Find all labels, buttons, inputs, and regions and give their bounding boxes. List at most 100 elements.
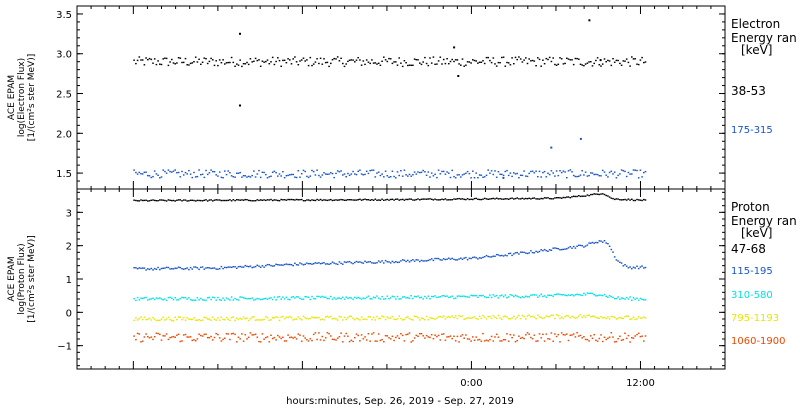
proton-data-point (535, 318, 537, 320)
proton-data-point (189, 318, 192, 320)
proton-data-point (145, 333, 147, 335)
proton-data-point (506, 333, 508, 335)
proton-data-point (466, 296, 469, 298)
proton-data-point (186, 298, 188, 300)
proton-data-point (629, 199, 631, 201)
proton-data-point (215, 268, 217, 270)
proton-data-point (644, 266, 647, 269)
proton-data-point (145, 318, 147, 321)
proton-data-point (391, 198, 394, 200)
proton-data-point (259, 266, 262, 268)
proton-data-point (135, 338, 137, 341)
proton-data-point (548, 315, 551, 318)
proton-data-point (497, 336, 500, 338)
proton-data-point (218, 299, 221, 301)
proton-data-point (576, 195, 578, 198)
proton-data-point (388, 261, 390, 263)
electron-data-point (560, 58, 563, 60)
electron-data-point (275, 60, 277, 63)
proton-data-point (350, 315, 353, 318)
proton-data-point (236, 341, 238, 343)
proton-data-point (400, 333, 402, 335)
electron-data-point (468, 172, 471, 175)
proton-data-point (441, 259, 443, 261)
proton-data-point (439, 339, 442, 341)
proton-data-point (583, 336, 585, 338)
electron-data-point (318, 174, 320, 177)
electron-data-point (203, 57, 206, 59)
proton-data-point (572, 333, 575, 335)
electron-data-point (155, 63, 158, 66)
proton-data-point (135, 299, 137, 302)
electron-data-point (398, 57, 400, 59)
electron-data-point (610, 64, 613, 67)
electron-data-point (213, 171, 216, 173)
proton-data-point (407, 316, 409, 318)
electron-data-point (249, 58, 252, 60)
proton-data-point (188, 200, 190, 202)
proton-data-point (590, 292, 592, 294)
proton-data-point (256, 319, 259, 321)
electron-plot-frame (76, 5, 726, 190)
proton-data-point (437, 199, 440, 201)
proton-data-point (470, 257, 472, 260)
proton-data-point (191, 268, 194, 270)
electron-data-point (326, 61, 329, 64)
electron-data-point (193, 61, 195, 63)
proton-data-point (460, 198, 462, 200)
proton-data-point (331, 298, 334, 300)
proton-data-point (217, 268, 219, 270)
proton-data-point (348, 296, 351, 299)
proton-data-point (244, 318, 247, 320)
electron-data-point (424, 56, 426, 59)
proton-data-point (456, 335, 459, 338)
proton-data-point (608, 196, 611, 198)
electron-data-point (343, 173, 346, 175)
proton-data-point (172, 199, 175, 202)
proton-data-point (458, 295, 460, 297)
proton-data-point (323, 199, 325, 201)
proton-data-point (535, 250, 537, 253)
proton-data-point (287, 198, 289, 201)
proton-data-point (265, 199, 267, 202)
proton-data-point (460, 315, 462, 318)
electron-data-point (215, 60, 217, 62)
proton-data-point (477, 339, 479, 341)
proton-data-point (155, 200, 158, 202)
electron-data-point (475, 172, 477, 174)
proton-data-point (617, 198, 619, 200)
electron-data-point (461, 174, 464, 176)
proton-data-point (143, 316, 146, 318)
electron-data-point (444, 62, 447, 65)
proton-plot-frame (76, 188, 726, 370)
electron-data-point (251, 61, 253, 63)
electron-data-point (289, 59, 291, 61)
proton-data-point (275, 199, 277, 201)
electron-data-point (465, 64, 467, 66)
proton-data-point (615, 340, 618, 343)
proton-data-point (236, 298, 238, 301)
proton-data-point (449, 335, 452, 337)
proton-data-point (639, 199, 642, 201)
proton-data-point (560, 294, 563, 296)
proton-data-point (165, 266, 168, 269)
electron-data-point (263, 61, 265, 63)
proton-data-point (182, 199, 185, 201)
proton-data-point (396, 261, 399, 264)
electron-data-point (437, 60, 440, 62)
proton-data-point (289, 263, 291, 266)
proton-data-point (359, 340, 361, 342)
electron-data-point (482, 60, 484, 62)
proton-data-point (359, 198, 361, 200)
electron-data-point (456, 174, 459, 176)
electron-data-point (263, 171, 265, 174)
proton-data-point (273, 199, 276, 201)
proton-data-point (300, 298, 303, 300)
proton-data-point (634, 298, 636, 300)
proton-data-point (490, 335, 493, 338)
proton-data-point (283, 298, 286, 300)
proton-data-point (448, 296, 450, 299)
proton-data-point (475, 317, 477, 320)
proton-data-point (490, 296, 493, 299)
proton-data-point (309, 262, 312, 265)
